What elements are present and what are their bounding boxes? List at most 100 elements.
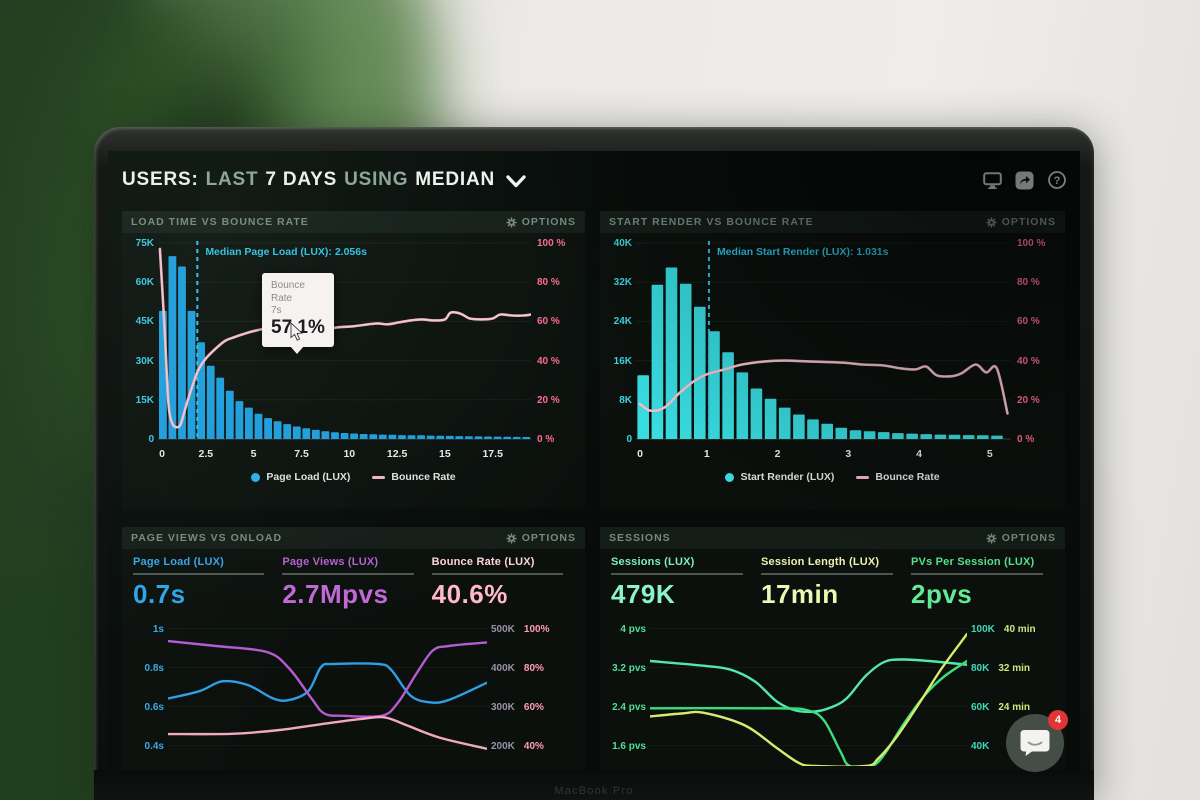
axis-tick: 4 pvs [620,623,646,635]
panel-title: PAGE VIEWS VS ONLOAD [131,532,283,544]
sessions-chart[interactable] [650,616,967,766]
svg-text:17.5: 17.5 [482,448,503,460]
stat-value: 17min [761,579,839,609]
legend-dot-swatch [251,472,261,482]
chat-bubble-icon [1020,730,1050,756]
axis-tick: 100 % [537,238,566,249]
chat-widget: 4 [1006,710,1068,776]
display-icon[interactable] [983,171,1002,190]
axis-tick: 40 % [537,355,560,367]
legend-item[interactable]: Bounce Rate [856,471,940,483]
axis-tick: 100% [523,623,550,635]
title-last: LAST [205,169,259,190]
options-button[interactable]: OPTIONS [506,532,576,544]
svg-text:?: ? [1053,175,1060,187]
svg-text:12.5: 12.5 [387,448,408,460]
right-axis: 100 % 80 % 60 % 40 % 20 % 0 % [1011,237,1059,469]
gear-icon [506,216,517,228]
legend-label: Bounce Rate [391,471,456,483]
axis-tick-pair: 200K 40% [491,741,544,752]
stat-label: Sessions (LUX) [611,556,695,568]
axis-tick: 3.2 pvs [612,662,646,674]
axis-tick: 0.6s [144,701,164,713]
stats-row: Sessions (LUX) 479K Session Length (LUX) 17… [600,549,1065,612]
axis-tick-pair: 100K 40 min [971,624,1036,635]
axis-tick: 16K [613,355,632,367]
options-button[interactable]: OPTIONS [986,216,1056,228]
help-icon[interactable]: ? [1047,171,1066,190]
axis-tick: 40K [613,238,632,249]
svg-text:2.5: 2.5 [198,448,213,460]
axis-tick-pair: 80K 32 min [971,663,1030,674]
legend-item[interactable]: Page Load (LUX) [251,471,350,483]
legend-label: Start Render (LUX) [740,471,835,483]
axis-tick: 60K [135,277,154,289]
stat-column: Page Views (LUX) 2.7Mpvs [282,556,431,610]
axis-tick: 400K [491,662,515,674]
stat-label: Bounce Rate (LUX) [431,556,535,568]
axis-tick: 500K [491,623,515,635]
dashboard-screen: USERS: LAST 7 DAYS USING MEDIAN [108,151,1080,770]
gear-icon [986,216,997,228]
svg-text:0: 0 [637,448,643,460]
panel-title: LOAD TIME VS BOUNCE RATE [131,216,309,228]
laptop-bezel: MacBook Pro [94,770,1094,800]
tooltip-arrow [290,346,304,354]
axis-tick: 24 min [998,701,1031,713]
start-render-chart[interactable]: 0 1 2 3 4 5 Median Start Render (LUX): 1.031s [636,237,1011,469]
left-axis: 1s 0.8s 0.6s 0.4s [128,616,168,766]
svg-text:5: 5 [987,448,993,460]
axis-tick: 40 min [1003,623,1036,635]
title-users: USERS: [122,169,199,190]
left-axis: 40K 32K 24K 16K 8K 0 [606,237,636,469]
svg-text:1: 1 [704,448,710,460]
legend-dot-swatch [725,472,735,482]
options-label: OPTIONS [1001,216,1056,228]
legend-item[interactable]: Bounce Rate [372,471,456,483]
panel-start-render-vs-bounce-rate: START RENDER VS BOUNCE RATE OPTIONS 40K 3… [600,211,1065,509]
axis-tick: 100 % [1017,238,1046,249]
unread-badge: 4 [1048,710,1068,730]
stat-underline [282,573,414,575]
options-label: OPTIONS [1001,532,1056,544]
page-views-chart[interactable] [168,616,487,766]
share-icon[interactable] [1015,171,1034,190]
axis-tick: 32K [613,277,632,289]
chart-area: 4 pvs 3.2 pvs 2.4 pvs 1.6 pvs 100K 40 min 80K… [600,612,1065,766]
options-button[interactable]: OPTIONS [506,216,576,228]
title-median: MEDIAN [415,169,496,190]
legend-label: Page Load (LUX) [266,471,351,483]
left-axis: 4 pvs 3.2 pvs 2.4 pvs 1.6 pvs [606,616,650,766]
load-time-chart[interactable]: 0 2.5 5 7.5 10 12.5 15 17.5 Median Page Load (LU… [158,237,531,469]
page-title[interactable]: USERS: LAST 7 DAYS USING MEDIAN [122,169,526,191]
stats-row: Page Load (LUX) 0.7s Page Views (LUX) 2.7Mp… [122,549,585,612]
stat-value: 40.6% [431,579,508,609]
legend-item[interactable]: Start Render (LUX) [725,471,834,483]
axis-tick: 8K [619,394,632,406]
legend-label: Bounce Rate [875,471,940,483]
stat-value: 0.7s [133,579,186,609]
axis-tick: 300K [491,701,515,713]
chart-area: 1s 0.8s 0.6s 0.4s 500K 100% 400K 80% 300K 60% 200… [122,612,585,766]
axis-tick: 0.8s [144,662,164,674]
axis-tick: 45K [135,316,154,328]
svg-text:15: 15 [439,448,451,460]
laptop-brand: MacBook Pro [554,785,634,797]
stat-label: Page Load (LUX) [133,556,225,568]
axis-tick: 40 % [1017,355,1040,367]
options-button[interactable]: OPTIONS [986,532,1056,544]
panel-header: START RENDER VS BOUNCE RATE OPTIONS [600,211,1065,233]
axis-tick: 100K [971,623,995,635]
panel-page-views-vs-onload: PAGE VIEWS VS ONLOAD OPTIONS Page Load (… [122,527,585,770]
panel-sessions: SESSIONS OPTIONS Sessions (LUX) 479K Sessi… [600,527,1065,770]
axis-tick: 80 % [1017,277,1040,289]
svg-text:Median Start Render (LUX): 1.0: Median Start Render (LUX): 1.031s [717,246,889,258]
svg-text:Median Page Load (LUX): 2.056s: Median Page Load (LUX): 2.056s [205,246,367,258]
chevron-down-icon[interactable] [506,175,526,188]
right-axis: 100 % 80 % 60 % 40 % 20 % 0 % [531,237,579,469]
axis-tick: 0 [626,434,632,445]
stat-underline [431,573,563,575]
gear-icon [986,532,997,544]
axis-tick: 80% [523,662,544,674]
axis-tick: 0 % [537,434,555,445]
